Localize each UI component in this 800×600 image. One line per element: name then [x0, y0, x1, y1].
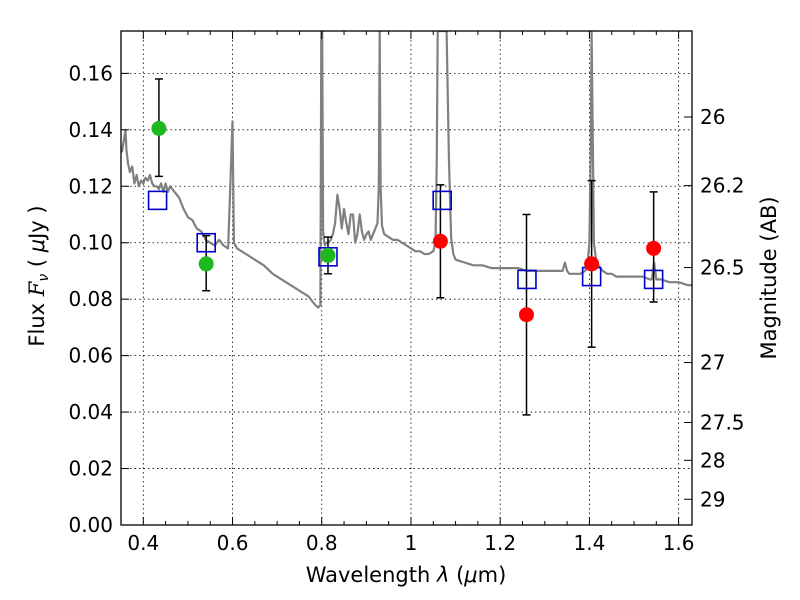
- y-axis-label-mu: μ: [25, 239, 49, 253]
- y-tick-label: 0.04: [68, 400, 113, 424]
- x-axis-label-mid: (: [449, 563, 464, 587]
- model-square: [196, 232, 217, 253]
- red-point: [432, 233, 448, 249]
- y-tick-label: 0.08: [68, 287, 113, 311]
- y-axis-label-pre: Flux: [25, 296, 49, 346]
- y2-tick-label: 26: [700, 105, 725, 129]
- x-tick-label: 0.4: [127, 531, 159, 555]
- y-tick-label: 0.12: [68, 174, 113, 198]
- tick-labels: 0.4 0.6 0.8 1 1.2 1.4 1.6 0.00 0.02 0.04 0.06 0.08 0…: [68, 61, 744, 555]
- data-layer: [121, 31, 692, 416]
- y2-tick-label: 27.5: [700, 411, 745, 435]
- y-tick-label: 0.14: [68, 118, 113, 142]
- red-point: [646, 240, 662, 256]
- green-point: [320, 247, 336, 263]
- y2-tick-label: 26.2: [700, 174, 745, 198]
- x-tick-label: 1: [405, 531, 418, 555]
- y-axis-label-f: F: [25, 280, 49, 297]
- tick-marks: [120, 31, 692, 526]
- red-point: [584, 256, 600, 272]
- x-tick-label: 0.8: [306, 531, 338, 555]
- x-tick-label: 1.2: [484, 531, 516, 555]
- y2-axis-label: Magnitude (AB): [757, 196, 781, 359]
- y2-tick-label: 27: [700, 351, 725, 375]
- x-tick-label: 1.4: [573, 531, 605, 555]
- y2-tick-label: 29: [700, 487, 725, 511]
- y2-tick-label: 28: [700, 448, 725, 472]
- y-tick-label: 0.10: [68, 231, 113, 255]
- plot-background: [121, 31, 692, 525]
- y-tick-label: 0.16: [68, 61, 113, 85]
- spectrum-line: [121, 31, 692, 309]
- x-axis-label-lambda: λ: [436, 563, 449, 587]
- x-tick-label: 0.6: [217, 531, 249, 555]
- x-axis-label: Wavelength λ (μm): [306, 563, 507, 587]
- plot-frame: [120, 30, 693, 526]
- y-axis-label-mid: (: [25, 252, 49, 274]
- y2-tick-label: 26.5: [700, 256, 745, 280]
- y-axis-label-nu: ν: [36, 274, 52, 282]
- model-square: [147, 190, 168, 211]
- model-square: [432, 190, 452, 211]
- y-tick-label: 0.02: [68, 457, 113, 481]
- green-point: [198, 256, 214, 272]
- y-axis-label: Flux Fν ( μJy ): [25, 205, 52, 346]
- y-axis-label-post: Jy ): [25, 205, 49, 241]
- model-square: [517, 269, 537, 290]
- y-tick-label: 0.00: [68, 513, 113, 537]
- green-point: [151, 120, 167, 136]
- x-axis-label-mu: μ: [463, 563, 477, 587]
- model-square: [318, 247, 338, 267]
- model-square: [643, 269, 664, 290]
- red-point: [518, 307, 534, 323]
- x-axis-label-pre: Wavelength: [306, 563, 437, 587]
- y-tick-label: 0.06: [68, 344, 113, 368]
- x-axis-label-post: m): [478, 563, 507, 587]
- x-tick-label: 1.6: [663, 531, 695, 555]
